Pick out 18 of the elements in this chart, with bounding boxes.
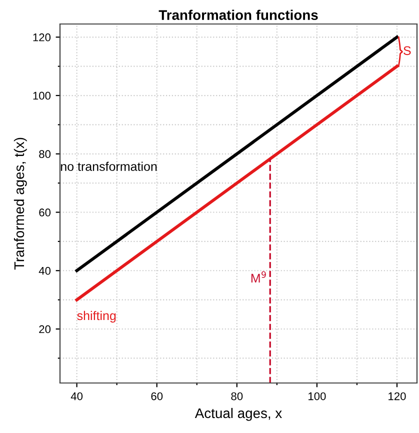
y-tick-label: 80 [39, 150, 51, 158]
y-axis-title: Tranformed ages, t(x) [14, 138, 27, 270]
ref-line-label: M$^{9}$ [251, 271, 266, 283]
y-tick-label: 120 [33, 33, 51, 42]
y-tick-label: 100 [33, 92, 51, 100]
y-tick-label: 20 [39, 325, 51, 334]
chart-title: Tranformation functions [158, 10, 318, 20]
text: no transformation [60, 162, 157, 171]
x-tick-label: 60 [151, 392, 163, 400]
series-label: shifting [77, 310, 116, 323]
x-axis-title: Actual ages, x [194, 408, 282, 421]
y-tick-label: 40 [38, 266, 51, 275]
x-tick-label: 80 [231, 392, 243, 400]
x-tick-label: 120 [388, 392, 406, 400]
x-tick-label: 100 [308, 392, 326, 400]
annotation: S [404, 46, 411, 56]
y-tick-label: 60 [39, 208, 51, 216]
x-tick-label: 40 [70, 392, 83, 400]
